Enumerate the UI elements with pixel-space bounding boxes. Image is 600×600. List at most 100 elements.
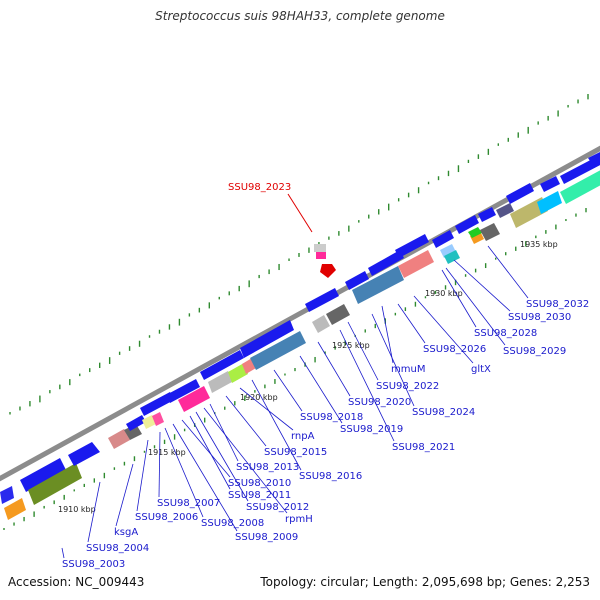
gene-block[interactable] xyxy=(560,165,600,204)
gene-label[interactable]: SSU98_2021 xyxy=(392,442,455,453)
gene-label[interactable]: SSU98_2016 xyxy=(299,471,362,482)
gene-block[interactable] xyxy=(240,320,294,358)
gene-leader-line xyxy=(317,341,351,397)
gene-label[interactable]: SSU98_2012 xyxy=(246,502,309,513)
gene-label[interactable]: SSU98_2020 xyxy=(348,397,411,408)
gene-block[interactable] xyxy=(537,191,562,214)
highlight-label[interactable]: SSU98_2023 xyxy=(228,182,291,193)
gene-block[interactable] xyxy=(506,183,534,204)
gene-block[interactable] xyxy=(20,458,66,492)
gene-block[interactable] xyxy=(126,415,146,431)
gene-block[interactable] xyxy=(166,379,200,403)
tick-label: 1935 kbp xyxy=(520,240,558,249)
gene-leader-line xyxy=(453,259,511,312)
gene-label[interactable]: rpmH xyxy=(285,514,313,525)
gene-leader-line xyxy=(87,481,101,543)
gene-leader-line xyxy=(181,419,231,478)
gene-label[interactable]: SSU98_2004 xyxy=(86,543,149,554)
genome-title: Streptococcus suis 98HAH33, complete gen… xyxy=(155,9,445,23)
gene-block[interactable] xyxy=(468,227,482,238)
tick-label: 1920 kbp xyxy=(240,393,278,402)
gene-label[interactable]: SSU98_2015 xyxy=(264,447,327,458)
gene-block[interactable] xyxy=(250,331,306,370)
gene-label[interactable]: SSU98_2010 xyxy=(228,478,291,489)
gene-label[interactable]: SSU98_2028 xyxy=(474,328,537,339)
gc-skew-dashes xyxy=(3,94,589,530)
gene-label[interactable]: SSU98_2030 xyxy=(508,312,571,323)
gene-leader-line xyxy=(209,403,239,462)
tick-label: 1930 kbp xyxy=(425,289,463,298)
gene-block[interactable] xyxy=(440,244,456,258)
gene-label[interactable]: SSU98_2032 xyxy=(526,299,589,310)
gene-block[interactable] xyxy=(152,412,164,426)
highlight-gene-block-pink[interactable] xyxy=(316,252,326,259)
gene-label[interactable]: mmuM xyxy=(391,364,425,375)
gene-label[interactable]: SSU98_2029 xyxy=(503,346,566,357)
gene-label[interactable]: SSU98_2011 xyxy=(228,490,291,501)
gene-block[interactable] xyxy=(326,304,350,325)
gene-block[interactable] xyxy=(398,250,434,278)
gene-block[interactable] xyxy=(496,203,514,218)
gene-label[interactable]: SSU98_2018 xyxy=(300,412,363,423)
gene-block[interactable] xyxy=(140,392,174,416)
gene-leader-line xyxy=(239,387,294,431)
gene-leader-line xyxy=(164,427,204,518)
gene-block[interactable] xyxy=(228,363,248,383)
tick-label: 1915 kbp xyxy=(148,448,186,457)
gene-block[interactable] xyxy=(368,250,404,276)
gene-block[interactable] xyxy=(4,498,26,520)
gene-block[interactable] xyxy=(478,207,496,222)
gene-leader-lines xyxy=(61,245,529,559)
highlighted-gene[interactable]: SSU98_2023 xyxy=(228,182,336,278)
highlight-gene-block[interactable] xyxy=(314,244,326,252)
gene-block[interactable] xyxy=(432,230,454,248)
scale-ticks: 1910 kbp 1915 kbp 1920 kbp 1925 kbp 1930 kbp… xyxy=(58,240,558,514)
gene-block[interactable] xyxy=(208,371,232,393)
gene-block[interactable] xyxy=(352,266,404,304)
gene-label[interactable]: ksgA xyxy=(114,527,138,538)
tick-label: 1910 kbp xyxy=(58,505,96,514)
gene-leader-line xyxy=(189,415,231,490)
gene-label[interactable]: rnpA xyxy=(291,431,315,442)
gene-block[interactable] xyxy=(305,288,339,312)
gene-block[interactable] xyxy=(444,250,460,264)
genome-backbone xyxy=(0,145,600,482)
gene-block[interactable] xyxy=(560,155,600,184)
gene-label[interactable]: SSU98_2006 xyxy=(135,512,198,523)
gene-label[interactable]: SSU98_2013 xyxy=(236,462,299,473)
gene-block[interactable] xyxy=(28,463,82,505)
gene-label[interactable]: SSU98_2022 xyxy=(376,381,439,392)
gene-label[interactable]: SSU98_2009 xyxy=(235,532,298,543)
gene-block[interactable] xyxy=(540,176,560,192)
tick-label: 1925 kbp xyxy=(332,341,370,350)
gene-block[interactable] xyxy=(345,271,369,290)
gene-label[interactable]: SSU98_2019 xyxy=(340,424,403,435)
gene-leader-line xyxy=(413,295,474,364)
gene-block[interactable] xyxy=(312,315,330,333)
gene-block[interactable] xyxy=(142,415,156,429)
gene-leader-line xyxy=(115,463,134,527)
gene-leader-line xyxy=(61,547,65,559)
gene-label[interactable]: SSU98_2003 xyxy=(62,559,125,570)
gene-leader-line xyxy=(397,303,426,344)
gene-block[interactable] xyxy=(588,147,600,164)
gene-block[interactable] xyxy=(0,486,14,504)
gene-block[interactable] xyxy=(200,350,244,380)
accession-text: Accession: NC_009443 xyxy=(8,575,145,589)
genome-summary-text: Topology: circular; Length: 2,095,698 bp… xyxy=(260,575,590,589)
gene-label[interactable]: gltX xyxy=(471,364,491,375)
gene-block[interactable] xyxy=(68,442,100,466)
gene-block[interactable] xyxy=(480,223,500,241)
gene-label[interactable]: SSU98_2007 xyxy=(157,498,220,509)
gene-block[interactable] xyxy=(178,386,210,412)
gene-block[interactable] xyxy=(455,215,479,234)
gene-leader-line xyxy=(251,379,302,471)
gene-leader-line xyxy=(299,355,343,424)
gene-label[interactable]: SSU98_2008 xyxy=(201,518,264,529)
gene-label[interactable]: SSU98_2024 xyxy=(412,407,475,418)
gene-block[interactable] xyxy=(395,234,429,258)
gene-label[interactable]: SSU98_2026 xyxy=(423,344,486,355)
highlight-arrow[interactable] xyxy=(320,264,336,278)
gene-block[interactable] xyxy=(108,429,130,449)
